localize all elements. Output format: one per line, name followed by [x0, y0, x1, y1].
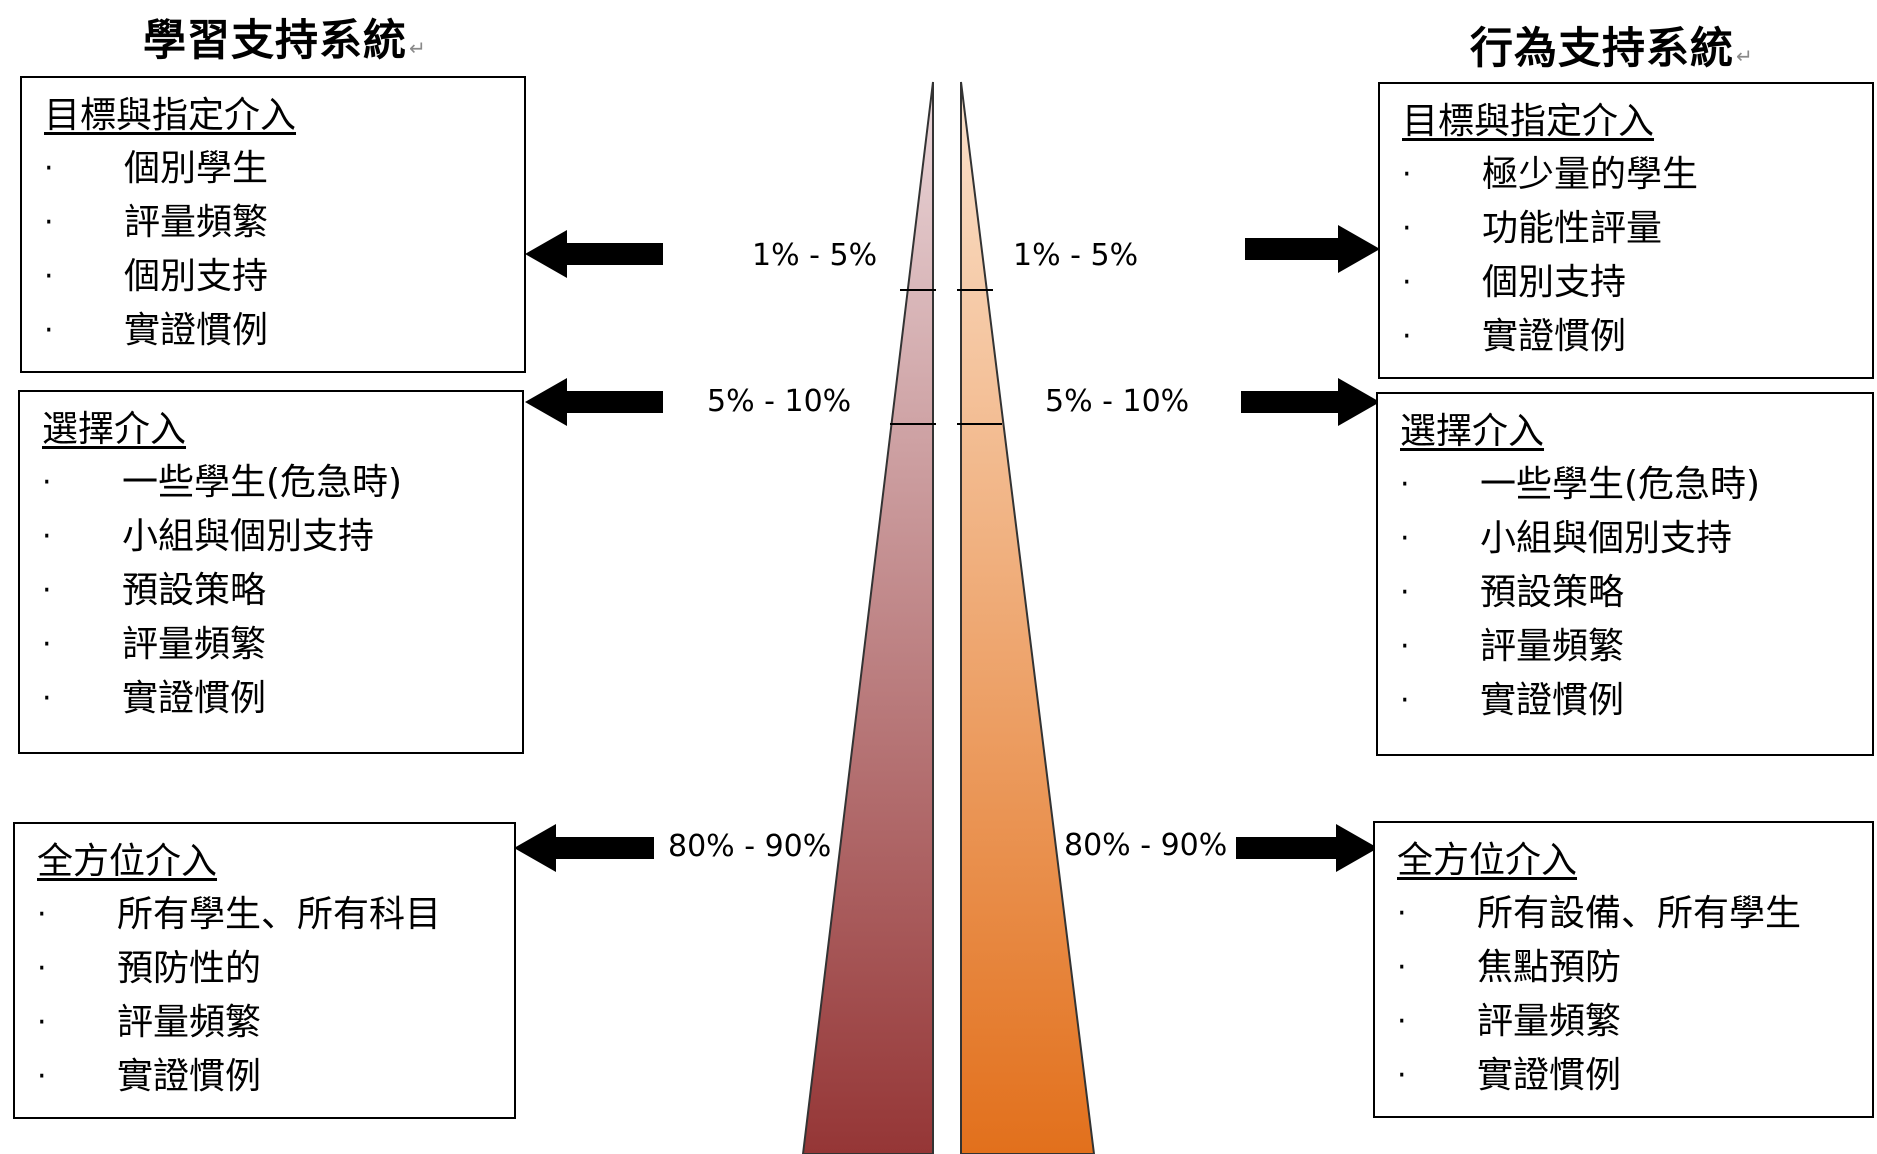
list-item: · 預設策略	[42, 564, 522, 618]
bullet-icon: ·	[37, 1005, 47, 1040]
bullet-icon: ·	[44, 151, 54, 186]
behavior-tier1-list: · 極少量的學生 · 功能性評量 · 個別支持 · 實證慣例	[1402, 148, 1872, 364]
learning-tier1-box: 目標與指定介入 · 個別學生 · 評量頻繁 · 個別支持 · 實證慣例	[20, 76, 526, 373]
list-item: · 極少量的學生	[1402, 148, 1872, 202]
learning-tier3-box: 全方位介入 · 所有學生、所有科目 · 預防性的 · 評量頻繁 · 實證慣例	[13, 822, 516, 1119]
learning-tier2-title: 選擇介入	[42, 409, 187, 450]
learning-tier2-box: 選擇介入 · 一些學生(危急時) · 小組與個別支持 · 預設策略 · 評量頻繁 · 實證…	[18, 390, 524, 754]
bullet-icon: ·	[1402, 211, 1412, 246]
behavior-tier1-box: 目標與指定介入 · 極少量的學生 · 功能性評量 · 個別支持 · 實證慣例	[1378, 82, 1874, 379]
list-item: · 個別支持	[44, 250, 524, 304]
learning-tier3-arrow	[514, 824, 654, 872]
learning-tier3-percent: 80% - 90%	[668, 829, 832, 864]
list-item: · 功能性評量	[1402, 202, 1872, 256]
list-item: · 個別學生	[44, 142, 524, 196]
bullet-icon: ·	[37, 951, 47, 986]
bullet-icon: ·	[42, 681, 52, 716]
bullet-icon: ·	[1402, 265, 1412, 300]
bullet-icon: ·	[44, 313, 54, 348]
learning-tier3-title: 全方位介入	[37, 841, 218, 882]
list-item: · 所有學生、所有科目	[37, 888, 514, 942]
list-item: · 一些學生(危急時)	[1400, 458, 1872, 512]
learning-tier1-title: 目標與指定介入	[44, 95, 297, 136]
bullet-icon: ·	[1400, 575, 1410, 610]
behavior-tier3-percent: 80% - 90%	[1064, 828, 1228, 863]
behavior-tier3-list: · 所有設備、所有學生 · 焦點預防 · 評量頻繁 · 實證慣例	[1397, 887, 1872, 1103]
bullet-icon: ·	[1400, 629, 1410, 664]
behavior-tier2-box: 選擇介入 · 一些學生(危急時) · 小組與個別支持 · 預設策略 · 評量頻繁 · 實證…	[1376, 392, 1874, 756]
bullet-icon: ·	[42, 627, 52, 662]
learning-tier2-percent: 5% - 10%	[707, 384, 852, 419]
list-item: · 實證慣例	[1397, 1049, 1872, 1103]
list-item: · 預防性的	[37, 942, 514, 996]
behavior-tier2-arrow	[1241, 378, 1380, 426]
behavior-tier2-percent: 5% - 10%	[1045, 384, 1190, 419]
learning-tier1-arrow	[525, 230, 663, 278]
behavior-tier1-arrow	[1245, 225, 1380, 273]
list-item: · 小組與個別支持	[1400, 512, 1872, 566]
list-item: · 評量頻繁	[44, 196, 524, 250]
learning-tier2-arrow	[525, 378, 663, 426]
list-item: · 小組與個別支持	[42, 510, 522, 564]
bullet-icon: ·	[44, 259, 54, 294]
behavior-tier2-title: 選擇介入	[1400, 411, 1545, 452]
list-item: · 預設策略	[1400, 566, 1872, 620]
bullet-icon: ·	[1400, 467, 1410, 502]
behavior-tier1-percent: 1% - 5%	[1013, 238, 1139, 273]
behavior-tier3-arrow	[1236, 824, 1378, 872]
list-item: · 實證慣例	[42, 672, 522, 726]
bullet-icon: ·	[42, 465, 52, 500]
bullet-icon: ·	[42, 573, 52, 608]
list-item: · 評量頻繁	[42, 618, 522, 672]
behavior-tier3-box: 全方位介入 · 所有設備、所有學生 · 焦點預防 · 評量頻繁 · 實證慣例	[1373, 821, 1874, 1118]
bullet-icon: ·	[1400, 683, 1410, 718]
list-item: · 評量頻繁	[1397, 995, 1872, 1049]
list-item: · 評量頻繁	[37, 996, 514, 1050]
learning-tier1-percent: 1% - 5%	[752, 238, 878, 273]
learning-support-heading: 學習支持系統 ↵	[143, 16, 427, 66]
list-item: · 實證慣例	[37, 1050, 514, 1104]
behavior-tier3-title: 全方位介入	[1397, 840, 1578, 881]
list-item: · 焦點預防	[1397, 941, 1872, 995]
bullet-icon: ·	[42, 519, 52, 554]
bullet-icon: ·	[37, 1059, 47, 1094]
list-item: · 一些學生(危急時)	[42, 456, 522, 510]
list-item: · 所有設備、所有學生	[1397, 887, 1872, 941]
learning-tier3-list: · 所有學生、所有科目 · 預防性的 · 評量頻繁 · 實證慣例	[37, 888, 514, 1104]
list-item: · 實證慣例	[1402, 310, 1872, 364]
learning-support-wedge	[801, 81, 934, 1154]
learning-tier1-list: · 個別學生 · 評量頻繁 · 個別支持 · 實證慣例	[44, 142, 524, 358]
behavior-support-wedge	[960, 81, 1096, 1154]
list-item: · 實證慣例	[44, 304, 524, 358]
bullet-icon: ·	[1402, 319, 1412, 354]
list-item: · 評量頻繁	[1400, 620, 1872, 674]
bullet-icon: ·	[1402, 157, 1412, 192]
bullet-icon: ·	[1397, 950, 1407, 985]
bullet-icon: ·	[37, 897, 47, 932]
behavior-support-heading: 行為支持系統 ↵	[1470, 24, 1754, 74]
learning-tier2-list: · 一些學生(危急時) · 小組與個別支持 · 預設策略 · 評量頻繁 · 實證慣例	[42, 456, 522, 726]
behavior-tier2-list: · 一些學生(危急時) · 小組與個別支持 · 預設策略 · 評量頻繁 · 實證慣例	[1400, 458, 1872, 728]
list-item: · 實證慣例	[1400, 674, 1872, 728]
bullet-icon: ·	[1400, 521, 1410, 556]
list-item: · 個別支持	[1402, 256, 1872, 310]
bullet-icon: ·	[1397, 1004, 1407, 1039]
bullet-icon: ·	[1397, 1058, 1407, 1093]
behavior-tier1-title: 目標與指定介入	[1402, 101, 1655, 142]
bullet-icon: ·	[1397, 896, 1407, 931]
bullet-icon: ·	[44, 205, 54, 240]
